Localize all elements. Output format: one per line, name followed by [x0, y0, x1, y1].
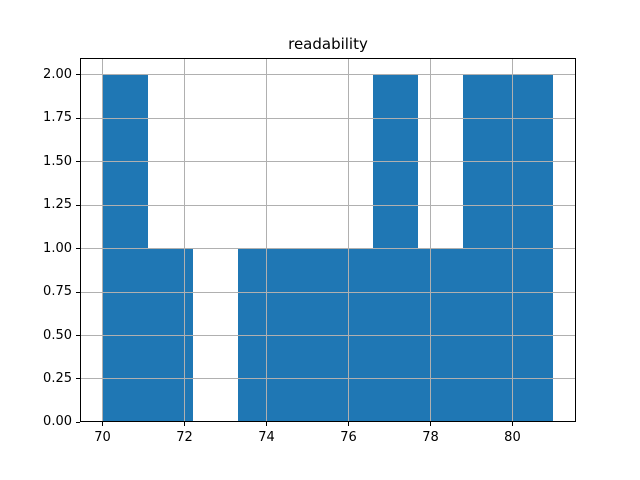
y-tick-mark	[76, 335, 80, 337]
x-tick-mark	[347, 422, 349, 427]
y-tick-label: 1.50	[43, 153, 72, 169]
x-tick-mark	[184, 422, 186, 427]
x-tick-mark	[266, 422, 267, 427]
y-tick-mark	[76, 117, 80, 119]
x-tick-mark	[429, 422, 431, 427]
x-tick-label: 78	[422, 430, 439, 446]
y-tick-label: 0.75	[43, 284, 72, 300]
y-tick-label: 1.75	[43, 110, 72, 126]
x-tick-mark	[511, 422, 513, 427]
y-gridline	[80, 291, 576, 293]
x-gridline	[511, 57, 513, 423]
y-tick-mark	[76, 291, 80, 293]
x-tick-mark	[102, 422, 104, 427]
y-gridline	[80, 378, 576, 380]
y-tick-label: 0.00	[43, 414, 72, 430]
y-tick-mark	[76, 248, 80, 250]
x-gridline	[184, 57, 186, 423]
y-tick-label: 1.25	[43, 197, 72, 213]
x-gridline	[429, 57, 431, 423]
y-tick-mark	[76, 204, 80, 206]
x-gridline	[266, 57, 267, 423]
y-tick-mark	[76, 161, 80, 163]
x-tick-label: 80	[504, 430, 521, 446]
y-gridline	[80, 335, 576, 337]
y-tick-mark	[76, 74, 80, 76]
y-gridline	[80, 204, 576, 206]
y-tick-mark	[76, 421, 80, 423]
x-tick-label: 70	[94, 430, 111, 446]
y-tick-label: 0.25	[43, 370, 72, 386]
y-tick-label: 0.50	[43, 327, 72, 343]
x-gridline	[347, 57, 349, 423]
y-tick-mark	[76, 378, 80, 380]
y-gridline	[80, 161, 576, 163]
axes-spines	[80, 57, 576, 423]
y-tick-label: 1.00	[43, 240, 72, 256]
y-gridline	[80, 248, 576, 250]
chart-title: readability	[288, 35, 368, 53]
x-tick-label: 76	[340, 430, 357, 446]
x-tick-label: 74	[258, 430, 275, 446]
y-tick-label: 2.00	[43, 66, 72, 82]
x-gridline	[102, 57, 104, 423]
y-gridline	[80, 117, 576, 119]
y-gridline	[80, 74, 576, 76]
x-tick-label: 72	[176, 430, 193, 446]
